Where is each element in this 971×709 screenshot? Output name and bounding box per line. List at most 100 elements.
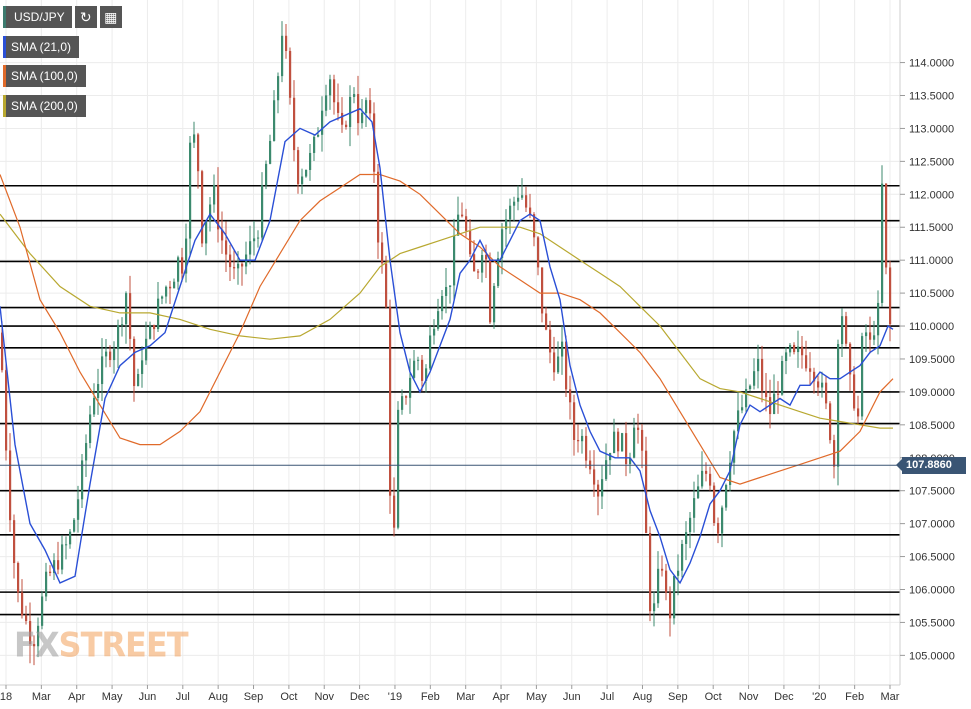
refresh-icon[interactable]: ↻ xyxy=(74,6,97,28)
candle-body xyxy=(113,349,116,361)
candle-body xyxy=(25,615,28,622)
legend-sma-200[interactable]: SMA (200,0) xyxy=(3,95,86,117)
candle-body xyxy=(77,499,80,520)
candle-body xyxy=(9,450,12,521)
x-tick-label: Sep xyxy=(244,691,264,703)
candle-body xyxy=(749,385,752,390)
sma-21-line xyxy=(0,107,894,585)
fxstreet-logo: FXSTREET xyxy=(14,625,189,665)
candle-body xyxy=(541,267,544,314)
candle-body xyxy=(485,255,488,260)
candle-body xyxy=(681,543,684,571)
candle-body xyxy=(673,575,676,619)
candle-body xyxy=(321,110,324,135)
candle-body xyxy=(509,205,512,220)
x-tick-label: Nov xyxy=(314,691,334,703)
candle-body xyxy=(781,360,784,395)
candle-body xyxy=(861,336,864,417)
candle-body xyxy=(565,341,568,390)
y-tick-label: 111.0000 xyxy=(909,255,953,267)
candle-body xyxy=(853,374,856,409)
candle-body xyxy=(761,358,764,391)
sma-200-swatch xyxy=(3,95,6,117)
candle-body xyxy=(425,368,428,381)
y-tick-label: 112.0000 xyxy=(909,189,954,201)
candle-body xyxy=(601,479,604,497)
candle-body xyxy=(457,214,460,236)
candle-body xyxy=(573,402,576,440)
candle-body xyxy=(469,230,472,255)
candle-body xyxy=(105,351,108,357)
candle-body xyxy=(489,259,492,323)
candle-body xyxy=(329,79,332,96)
candle-body xyxy=(249,241,252,255)
candle-body xyxy=(421,359,424,381)
current-price-tag: 107.8860 xyxy=(896,457,966,475)
candle-body xyxy=(405,396,408,398)
candle-body xyxy=(557,356,560,373)
candle-body xyxy=(109,351,112,361)
candle-body xyxy=(141,360,144,374)
candle-body xyxy=(773,393,776,415)
candle-body xyxy=(537,237,540,268)
candle-body xyxy=(533,214,536,238)
candle-body xyxy=(765,390,768,398)
candle-body xyxy=(301,176,304,185)
candle-body xyxy=(881,183,884,303)
candle-body xyxy=(165,286,168,297)
candle-body xyxy=(653,603,656,612)
y-tick-label: 114.0000 xyxy=(909,58,954,70)
x-tick-label: Feb xyxy=(845,691,864,703)
candle-body xyxy=(809,368,812,372)
candle-body xyxy=(333,79,336,103)
chart-toolbar: USD/JPY ↻ ▦ xyxy=(3,6,122,28)
candle-body xyxy=(597,484,600,497)
candle-body xyxy=(645,450,648,533)
sma-21-swatch xyxy=(3,36,6,58)
x-tick-label: Aug xyxy=(633,691,653,703)
candle-body xyxy=(93,397,96,415)
candle-body xyxy=(813,371,816,382)
candle-body xyxy=(293,97,296,151)
candle-body xyxy=(273,100,276,141)
candle-body xyxy=(117,324,120,350)
candle-body xyxy=(197,134,200,172)
legend-sma-21[interactable]: SMA (21,0) xyxy=(3,36,80,58)
legend-label: SMA (200,0) xyxy=(11,99,78,113)
candle-body xyxy=(869,332,872,340)
candle-body xyxy=(729,462,732,485)
candle-body xyxy=(285,35,288,51)
sma-100-line xyxy=(0,173,894,485)
x-tick-label: Jun xyxy=(139,691,157,703)
candle-body xyxy=(193,134,196,143)
candle-body xyxy=(81,460,84,500)
candle-body xyxy=(145,338,148,361)
candle-body xyxy=(185,238,188,274)
x-tick-label: Mar xyxy=(32,691,51,703)
candle-body xyxy=(737,410,740,432)
candle-body xyxy=(201,171,204,244)
candle-body xyxy=(777,393,780,395)
x-tick-label: Oct xyxy=(280,691,297,703)
candle-body xyxy=(45,571,48,597)
candle-body xyxy=(313,136,316,153)
candle-body xyxy=(253,238,256,242)
calendar-icon[interactable]: ▦ xyxy=(99,6,122,28)
candle-body xyxy=(33,644,36,647)
legend-sma-100[interactable]: SMA (100,0) xyxy=(3,65,86,87)
y-tick-label: 110.0000 xyxy=(909,321,954,333)
candle-body xyxy=(701,470,704,487)
candle-body xyxy=(261,185,264,238)
candle-body xyxy=(361,112,364,124)
y-tick-label: 106.0000 xyxy=(909,584,955,596)
candle-body xyxy=(217,184,220,230)
x-tick-label: Mar xyxy=(881,691,900,703)
y-tick-label: 113.5000 xyxy=(909,91,954,103)
candle-body xyxy=(265,163,268,186)
candle-body xyxy=(709,473,712,486)
candle-body xyxy=(101,356,104,385)
x-tick-label: May xyxy=(102,691,123,703)
symbol-label[interactable]: USD/JPY xyxy=(3,6,72,28)
y-tick-label: 109.5000 xyxy=(909,354,955,366)
